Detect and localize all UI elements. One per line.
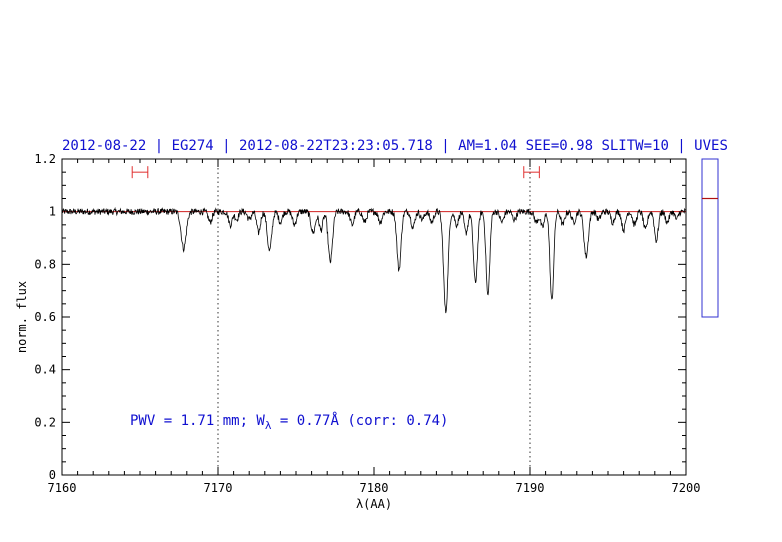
range-marker [131,166,149,179]
x-ticks-group: 7160 7170 7180 7190 7200 [48,159,701,495]
x-axis-label: λ(AA) [356,497,392,511]
y-axis-label: norm. flux [15,281,29,353]
x-tick-label: 7170 [204,481,233,495]
y-tick-label: 1 [49,205,56,219]
w-value-text: = 0.77Å (corr: 0.74) [271,412,448,429]
side-panel-frame [701,158,719,318]
x-tick-label: 7190 [516,481,545,495]
w-subscript: λ [265,419,272,432]
side-panel [701,158,719,318]
range-marker [523,166,540,179]
y-tick-label: 0.6 [34,310,56,324]
x-tick-label: 7160 [48,481,77,495]
plot-frame [61,158,687,476]
y-tick-label: 1.2 [34,152,56,166]
y-tick-label: 0.8 [34,257,56,271]
y-tick-label: 0 [49,468,56,482]
y-ticks-group: 0 0.2 0.4 0.6 0.8 1 1.2 [34,152,686,482]
pwv-annotation-text: PWV = 1.71 mm; W [130,413,265,429]
x-tick-label: 7200 [672,481,701,495]
vertical-dotted-lines [217,159,531,475]
pwv-annotation: PWV = 1.71 mm; Wλ = 0.77Å (corr: 0.74) [130,412,449,432]
x-tick-label: 7180 [360,481,389,495]
spectrum-line [61,206,687,314]
y-tick-label: 0.4 [34,363,56,377]
chart-title: 2012-08-22 | EG274 | 2012-08-22T23:23:05… [62,138,728,154]
range-markers [131,166,540,179]
y-tick-label: 0.2 [34,415,56,429]
